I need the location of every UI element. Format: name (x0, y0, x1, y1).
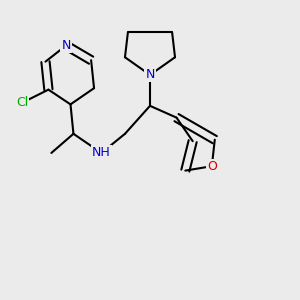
Text: Cl: Cl (16, 96, 28, 110)
Text: NH: NH (92, 146, 111, 159)
Text: N: N (145, 68, 155, 81)
Text: O: O (207, 160, 217, 173)
Text: N: N (61, 39, 71, 52)
